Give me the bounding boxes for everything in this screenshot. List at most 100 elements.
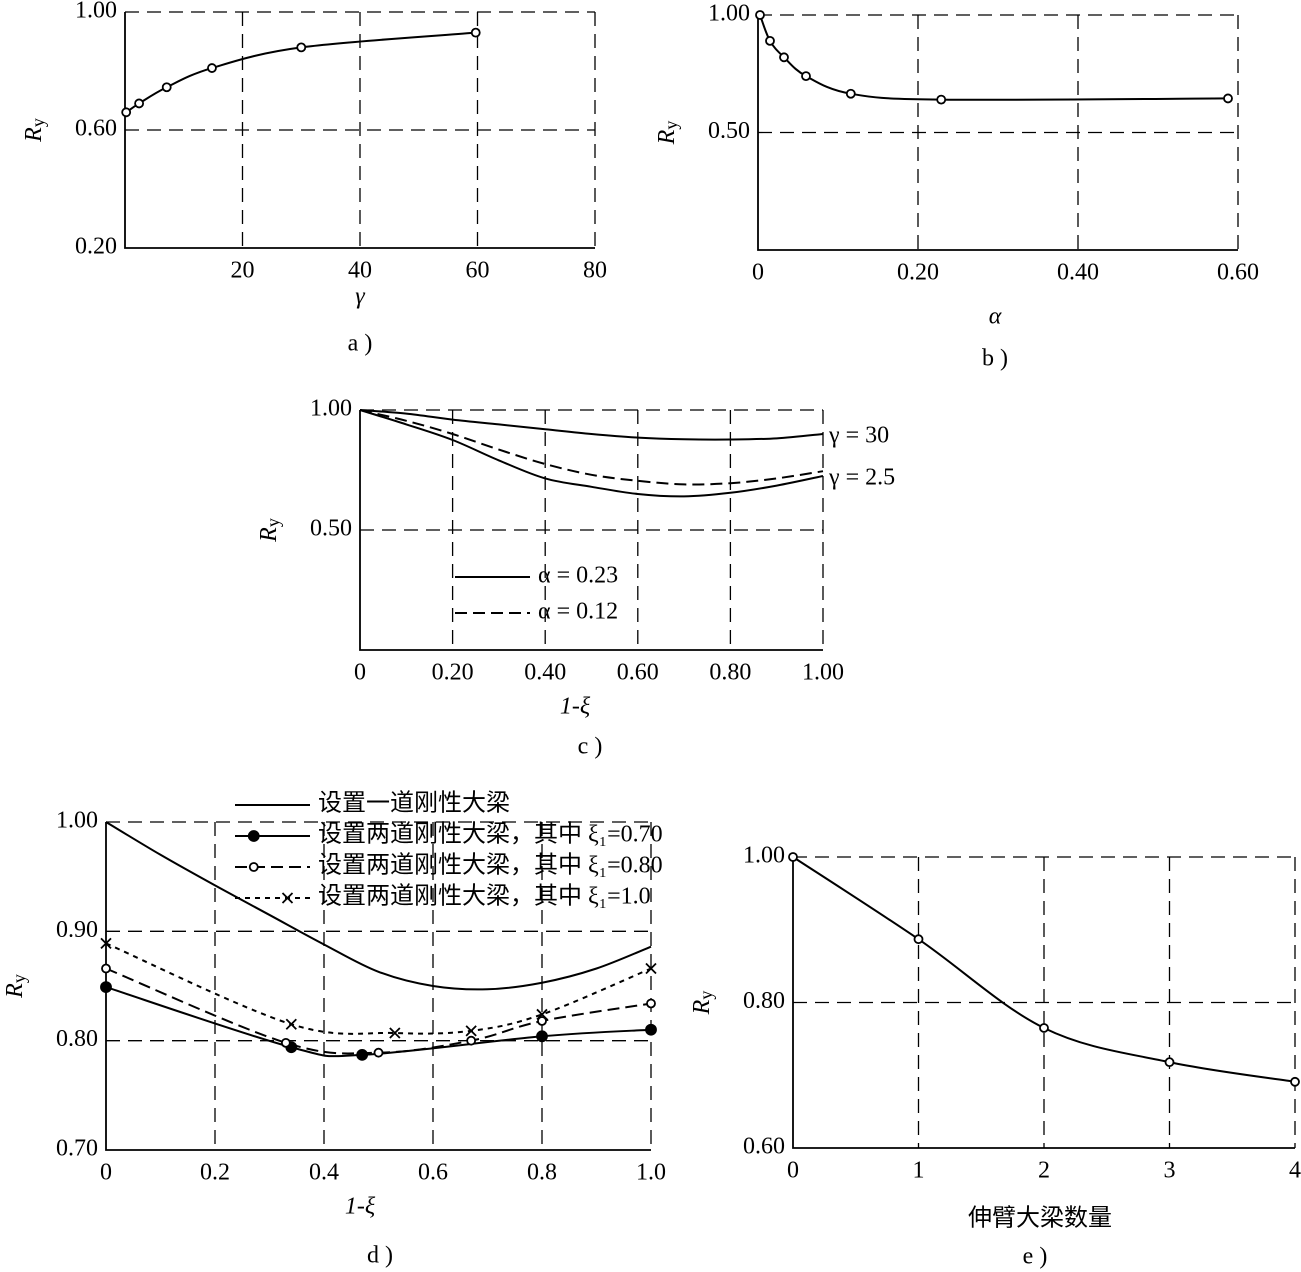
- marker: [845, 88, 856, 99]
- y-tick-label: 1.00: [743, 843, 785, 869]
- marker: [389, 1027, 401, 1039]
- axis: [792, 857, 1295, 1149]
- legend-label: α = 0.12: [538, 599, 618, 625]
- x-tick-label: 3: [1164, 1158, 1176, 1184]
- chart: 0 0.20 0.40 0.60 0.50 1.00 α Ry b ): [654, 1, 1260, 372]
- marker: [788, 852, 798, 862]
- x-tick-label: 1.0: [636, 1160, 666, 1186]
- caption: d ): [367, 1243, 393, 1269]
- marker: [100, 937, 112, 949]
- marker: [465, 1025, 477, 1037]
- x-tick-label: 20: [231, 258, 255, 284]
- y-axis-label: Ry: [256, 518, 284, 543]
- y-tick-label: 1.00: [708, 1, 750, 27]
- marker: [1039, 1023, 1049, 1033]
- y-axis-label: Ry: [654, 121, 682, 146]
- marker: [646, 998, 656, 1009]
- marker: [121, 107, 132, 118]
- y-tick-label: 0.90: [56, 917, 98, 943]
- marker: [100, 981, 112, 993]
- series-line: [105, 986, 652, 1058]
- marker: [536, 1008, 548, 1021]
- y-tick-label: 0.50: [708, 118, 750, 144]
- x-tick-label: 0.80: [709, 660, 751, 686]
- x-axis-label: γ: [355, 284, 365, 310]
- x-axis-label: 1-ξ: [345, 1194, 376, 1220]
- x-tick-label: 0.40: [1057, 260, 1099, 286]
- x-tick-label: 0: [354, 660, 366, 686]
- series-line: [105, 821, 652, 991]
- marker: [207, 63, 217, 73]
- y-tick-label: 0.70: [56, 1136, 98, 1162]
- series-line: [105, 967, 652, 1055]
- marker: [101, 963, 111, 974]
- series-label: γ = 30: [828, 423, 889, 449]
- marker: [134, 98, 145, 109]
- x-tick-label: 0: [752, 260, 764, 286]
- legend-label: 设置两道刚性大梁，其中 ξ₁=0.80: [318, 852, 663, 879]
- legend-marker: [281, 892, 294, 904]
- x-tick-label: 0.60: [617, 660, 659, 686]
- legend-marker: [247, 830, 260, 842]
- legend-label: 设置两道刚性大梁，其中 ξ₁=1.0: [318, 883, 651, 910]
- y-tick-label: 0.20: [75, 234, 117, 260]
- caption: e ): [1023, 1244, 1048, 1270]
- x-tick-label: 4: [1289, 1158, 1301, 1184]
- x-tick-label: 0.20: [897, 260, 939, 286]
- series-line: [105, 942, 652, 1035]
- chart: 0 0.2 0.4 0.6 0.8 1.0 0.70 0.80 0.90 1.00 设置一道刚性大梁…: [2, 790, 667, 1269]
- y-axis-label: Ry: [2, 974, 30, 999]
- marker: [1164, 1057, 1175, 1068]
- axis: [105, 822, 651, 1151]
- x-axis-label: α: [989, 304, 1002, 330]
- y-tick-label: 0.50: [310, 516, 352, 542]
- x-tick-label: 0.60: [1217, 260, 1259, 286]
- y-tick-label: 1.00: [75, 0, 117, 24]
- marker: [645, 1023, 657, 1036]
- marker: [280, 1037, 291, 1048]
- x-tick-label: 80: [583, 258, 607, 284]
- legend-marker: [248, 862, 259, 872]
- series-line: [359, 409, 824, 498]
- marker: [801, 71, 811, 81]
- x-tick-label: 1.00: [802, 660, 844, 686]
- legend-label: 设置两道刚性大梁，其中 ξ₁=0.70: [318, 821, 663, 848]
- axis: [757, 15, 1238, 251]
- marker: [161, 82, 172, 93]
- x-tick-label: 0.20: [432, 660, 474, 686]
- caption: c ): [578, 734, 603, 760]
- y-tick-label: 1.00: [56, 808, 98, 834]
- marker: [645, 962, 657, 975]
- marker: [765, 35, 775, 46]
- y-tick-label: 0.80: [743, 988, 785, 1014]
- marker: [779, 52, 789, 63]
- marker: [755, 10, 765, 20]
- x-tick-label: 1: [913, 1158, 925, 1184]
- chart: 0 0.20 0.40 0.60 0.80 1.00 0.50 1.00 γ = 2.5 γ = …: [256, 396, 896, 760]
- y-tick-label: 0.60: [75, 116, 117, 142]
- marker: [373, 1047, 384, 1058]
- marker: [356, 1048, 369, 1061]
- x-axis-label: 伸臂大梁数量: [968, 1205, 1112, 1232]
- x-tick-label: 0.8: [527, 1160, 557, 1186]
- x-tick-label: 40: [348, 258, 372, 284]
- marker: [1290, 1076, 1300, 1087]
- x-tick-label: 0.6: [418, 1160, 448, 1186]
- x-tick-label: 0: [787, 1158, 799, 1184]
- marker: [936, 94, 947, 105]
- x-tick-label: 0.40: [524, 660, 566, 686]
- marker: [285, 1018, 297, 1030]
- chart: 20 40 60 80 0.20 0.60 1.00 γ Ry a ): [21, 0, 608, 357]
- y-axis-label: Ry: [689, 991, 717, 1016]
- x-tick-label: 0: [100, 1160, 112, 1186]
- x-axis-label: 1-ξ: [560, 694, 591, 720]
- marker: [537, 1016, 547, 1026]
- series-line: [359, 409, 824, 441]
- marker: [1223, 93, 1233, 104]
- caption: b ): [982, 346, 1008, 372]
- marker: [466, 1035, 477, 1046]
- marker: [536, 1030, 548, 1043]
- caption: a ): [348, 331, 373, 357]
